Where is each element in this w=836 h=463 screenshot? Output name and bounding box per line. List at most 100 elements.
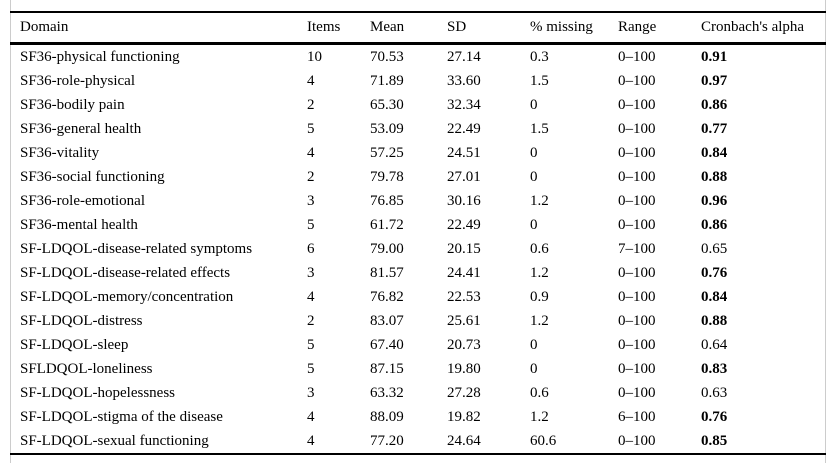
cell-items: 2 xyxy=(307,96,315,113)
cell-alpha: 0.86 xyxy=(701,216,728,233)
cell-mean: 53.09 xyxy=(370,120,404,137)
cell-mean: 61.72 xyxy=(370,216,404,233)
cell-missing: 0.9 xyxy=(530,288,549,305)
cell-items: 2 xyxy=(307,312,315,329)
cell-missing: 0.6 xyxy=(530,384,549,401)
cell-items: 4 xyxy=(307,72,315,89)
cell-sd: 20.73 xyxy=(447,336,481,353)
cell-alpha: 0.65 xyxy=(701,240,728,257)
cell-alpha: 0.88 xyxy=(701,312,728,329)
cell-items: 3 xyxy=(307,384,315,401)
cell-mean: 79.78 xyxy=(370,168,404,185)
cell-range: 0–100 xyxy=(618,144,656,161)
table-row: SF36-mental health 5 61.72 22.49 0 0–100… xyxy=(10,213,826,237)
header-row: Domain Items Mean SD % missing Range Cro… xyxy=(10,12,826,45)
cell-sd: 33.60 xyxy=(447,72,481,89)
cell-alpha: 0.97 xyxy=(701,72,728,89)
left-border-rule xyxy=(10,0,11,463)
cell-items: 6 xyxy=(307,240,315,257)
cell-domain: SF36-role-emotional xyxy=(20,192,145,209)
cell-missing: 1.2 xyxy=(530,264,549,281)
table-row: SF-LDQOL-distress 2 83.07 25.61 1.2 0–10… xyxy=(10,309,826,333)
cell-items: 4 xyxy=(307,288,315,305)
col-header-range: Range xyxy=(618,12,701,45)
cell-domain: SF-LDQOL-disease-related symptoms xyxy=(20,240,253,257)
cell-items: 4 xyxy=(307,432,315,449)
cell-items: 5 xyxy=(307,216,315,233)
cell-range: 0–100 xyxy=(618,360,656,377)
cell-missing: 0 xyxy=(530,96,538,113)
table-row: SF-LDQOL-stigma of the disease 4 88.09 1… xyxy=(10,405,826,429)
cell-range: 0–100 xyxy=(618,264,656,281)
table-row: SF-LDQOL-disease-related effects 3 81.57… xyxy=(10,261,826,285)
cell-alpha: 0.76 xyxy=(701,264,728,281)
cell-missing: 0 xyxy=(530,336,538,353)
cell-sd: 24.64 xyxy=(447,432,481,449)
cell-alpha: 0.77 xyxy=(701,120,728,137)
col-header-items: Items xyxy=(307,12,370,45)
cell-domain: SF-LDQOL-stigma of the disease xyxy=(20,408,223,425)
cell-missing: 1.2 xyxy=(530,192,549,209)
cell-missing: 0.6 xyxy=(530,240,549,257)
cell-items: 5 xyxy=(307,336,315,353)
cell-mean: 81.57 xyxy=(370,264,404,281)
cell-items: 4 xyxy=(307,408,315,425)
table-row: SF-LDQOL-memory/concentration 4 76.82 22… xyxy=(10,285,826,309)
cell-missing: 1.2 xyxy=(530,312,549,329)
cell-sd: 24.41 xyxy=(447,264,481,281)
col-header-domain: Domain xyxy=(10,12,307,45)
cell-mean: 67.40 xyxy=(370,336,404,353)
cell-alpha: 0.84 xyxy=(701,144,728,161)
cell-items: 10 xyxy=(307,48,322,65)
col-header-alpha: Cronbach's alpha xyxy=(701,12,826,45)
cell-mean: 87.15 xyxy=(370,360,404,377)
cell-mean: 65.30 xyxy=(370,96,404,113)
cell-items: 3 xyxy=(307,264,315,281)
cell-mean: 76.85 xyxy=(370,192,404,209)
cell-mean: 57.25 xyxy=(370,144,404,161)
cell-mean: 83.07 xyxy=(370,312,404,329)
cell-missing: 0 xyxy=(530,216,538,233)
cell-domain: SF36-general health xyxy=(20,120,142,137)
cell-mean: 77.20 xyxy=(370,432,404,449)
table-row: SF36-physical functioning 10 70.53 27.14… xyxy=(10,44,826,70)
cell-missing: 1.2 xyxy=(530,408,549,425)
cell-items: 4 xyxy=(307,144,315,161)
cell-items: 5 xyxy=(307,120,315,137)
cell-missing: 0 xyxy=(530,168,538,185)
table-body: SF36-physical functioning 10 70.53 27.14… xyxy=(10,44,826,455)
cell-range: 0–100 xyxy=(618,96,656,113)
cell-sd: 19.80 xyxy=(447,360,481,377)
cell-domain: SF-LDQOL-sexual functioning xyxy=(20,432,209,449)
cell-domain: SF36-social functioning xyxy=(20,168,165,185)
cell-sd: 30.16 xyxy=(447,192,481,209)
cell-alpha: 0.85 xyxy=(701,432,728,449)
table-row: SF36-vitality 4 57.25 24.51 0 0–100 0.84 xyxy=(10,141,826,165)
cell-range: 0–100 xyxy=(618,72,656,89)
cell-range: 0–100 xyxy=(618,312,656,329)
cell-sd: 24.51 xyxy=(447,144,481,161)
cell-domain: SF-LDQOL-memory/concentration xyxy=(20,288,234,305)
cell-alpha: 0.88 xyxy=(701,168,728,185)
table-row: SF-LDQOL-disease-related symptoms 6 79.0… xyxy=(10,237,826,261)
domain-statistics-table: Domain Items Mean SD % missing Range Cro… xyxy=(10,11,826,455)
cell-mean: 79.00 xyxy=(370,240,404,257)
cell-sd: 27.14 xyxy=(447,48,481,65)
cell-range: 0–100 xyxy=(618,120,656,137)
cell-range: 7–100 xyxy=(618,240,656,257)
col-header-sd: SD xyxy=(447,12,530,45)
cell-domain: SF36-role-physical xyxy=(20,72,135,89)
cell-alpha: 0.63 xyxy=(701,384,728,401)
cell-missing: 0 xyxy=(530,360,538,377)
cell-domain: SF-LDQOL-sleep xyxy=(20,336,129,353)
table-row: SF-LDQOL-sexual functioning 4 77.20 24.6… xyxy=(10,429,826,454)
cell-alpha: 0.64 xyxy=(701,336,728,353)
cell-domain: SF-LDQOL-disease-related effects xyxy=(20,264,231,281)
table-row: SFLDQOL-loneliness 5 87.15 19.80 0 0–100… xyxy=(10,357,826,381)
cell-items: 5 xyxy=(307,360,315,377)
table-row: SF-LDQOL-sleep 5 67.40 20.73 0 0–100 0.6… xyxy=(10,333,826,357)
cell-range: 0–100 xyxy=(618,384,656,401)
cell-domain: SF36-mental health xyxy=(20,216,138,233)
cell-alpha: 0.96 xyxy=(701,192,728,209)
